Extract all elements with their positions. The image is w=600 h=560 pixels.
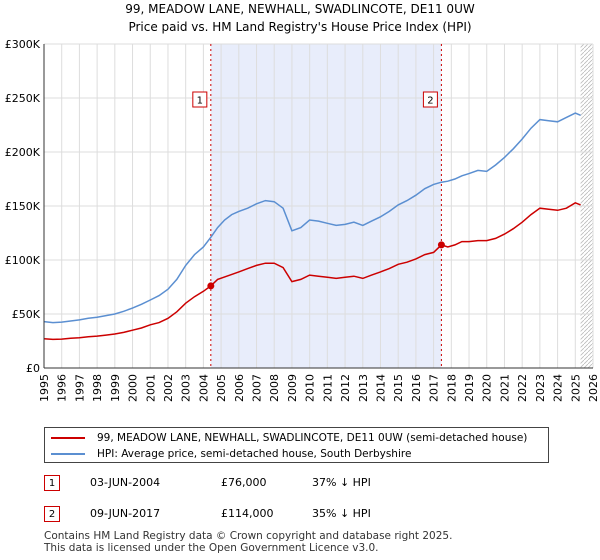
x-tick-label: 2013 (357, 374, 370, 402)
x-tick-label: 2005 (215, 374, 228, 402)
legend-property: 99, MEADOW LANE, NEWHALL, SWADLINCOTE, D… (51, 430, 527, 446)
transaction-row: 2 09-JUN-2017 £114,000 35% ↓ HPI (44, 506, 584, 526)
x-tick-label: 2002 (162, 374, 175, 402)
x-tick-label: 2004 (197, 374, 210, 402)
x-tick-label: 2023 (534, 374, 547, 402)
transaction-badge: 2 (44, 506, 60, 522)
x-tick-label: 2007 (251, 374, 264, 402)
sale-point (207, 282, 215, 290)
footer-copyright: Contains HM Land Registry data © Crown c… (44, 530, 453, 542)
legend-hpi-label: HPI: Average price, semi-detached house,… (97, 448, 412, 460)
sale-marker-box (422, 91, 438, 108)
x-tick-label: 1998 (91, 374, 104, 402)
x-tick-label: 2009 (286, 374, 299, 402)
price-chart: 1 2 £0 £50K £100K £150K £200K £250K £300K 1995 19… (5, 38, 600, 402)
transaction-date: 09-JUN-2017 (90, 507, 161, 520)
transaction-row: 1 03-JUN-2004 £76,000 37% ↓ HPI (44, 475, 584, 495)
x-tick-label: 2003 (180, 374, 193, 402)
x-tick-label: 2025 (569, 374, 582, 402)
x-tick-label: 2024 (552, 374, 565, 402)
x-tick-label: 1996 (56, 374, 69, 402)
legend-property-label: 99, MEADOW LANE, NEWHALL, SWADLINCOTE, D… (97, 432, 528, 444)
y-tick-label: £250K (5, 92, 41, 105)
y-tick-label: £100K (5, 254, 41, 267)
sale-point (437, 241, 445, 249)
legend: 99, MEADOW LANE, NEWHALL, SWADLINCOTE, D… (44, 427, 549, 463)
x-tick-label: 1999 (109, 374, 122, 402)
x-tick-label: 2014 (374, 374, 387, 402)
x-tick-label: 2011 (321, 374, 334, 402)
legend-property-swatch (51, 437, 85, 439)
y-tick-label: £150K (5, 200, 41, 213)
x-tick-label: 2000 (127, 374, 140, 402)
x-tick-label: 2008 (268, 374, 281, 402)
x-tick-label: 2019 (463, 374, 476, 402)
transaction-date: 03-JUN-2004 (90, 476, 161, 489)
x-tick-label: 2001 (144, 374, 157, 402)
x-tick-label: 1997 (73, 374, 86, 402)
x-tick-label: 2020 (481, 374, 494, 402)
hpi-line (43, 112, 581, 324)
transaction-badge: 1 (44, 475, 60, 491)
transaction-hpi-diff: 35% ↓ HPI (312, 507, 371, 520)
chart-title: 99, MEADOW LANE, NEWHALL, SWADLINCOTE, D… (125, 2, 475, 16)
x-tick-label: 2006 (233, 374, 246, 402)
x-tick-label: 2026 (587, 374, 600, 402)
legend-hpi: HPI: Average price, semi-detached house,… (51, 446, 411, 462)
sale-marker-box (192, 91, 208, 108)
x-tick-label: 2012 (339, 374, 352, 402)
sale-marker-label: 2 (427, 96, 433, 107)
x-tick-label: 2015 (392, 374, 405, 402)
x-tick-label: 2016 (410, 374, 423, 402)
x-tick-label: 2022 (516, 374, 529, 402)
x-tick-label: 2021 (498, 374, 511, 402)
transaction-price: £76,000 (221, 476, 267, 489)
transaction-hpi-diff: 37% ↓ HPI (312, 476, 371, 489)
sale-marker-label: 1 (197, 96, 203, 107)
x-tick-label: 1995 (38, 374, 51, 402)
x-tick-label: 2017 (428, 374, 441, 402)
legend-hpi-swatch (51, 453, 85, 455)
property-line (43, 201, 581, 341)
y-tick-label: £300K (5, 38, 41, 51)
footer-licence: This data is licensed under the Open Gov… (44, 542, 379, 554)
transaction-price: £114,000 (221, 507, 274, 520)
x-tick-label: 2018 (445, 374, 458, 402)
y-tick-label: £50K (12, 308, 41, 321)
y-tick-label: £200K (5, 146, 41, 159)
y-tick-label: £0 (26, 362, 40, 375)
chart-subtitle: Price paid vs. HM Land Registry's House … (128, 20, 472, 34)
x-tick-label: 2010 (304, 374, 317, 402)
